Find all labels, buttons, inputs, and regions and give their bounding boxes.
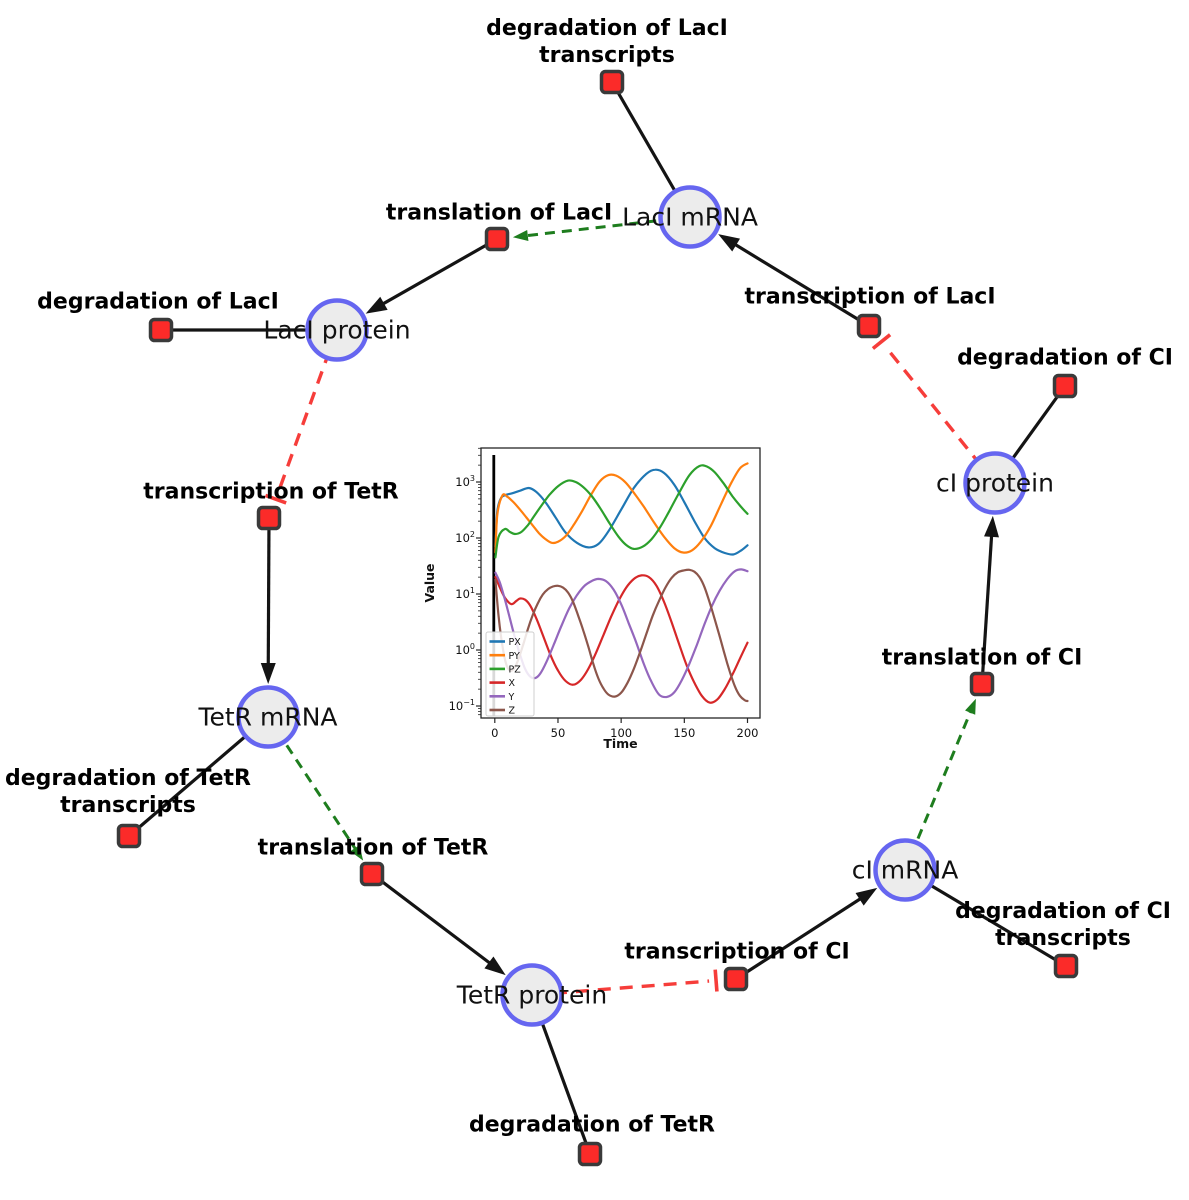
edge-translation-of-ci-ci-protein — [980, 515, 999, 685]
reaction-node-transcription-of-laci — [856, 313, 882, 339]
chart-ylabel: Value — [422, 563, 437, 602]
edge-ci-mrna-translation-of-ci — [903, 698, 976, 871]
species-node-laci-protein — [305, 298, 369, 362]
x-tick-label: 150 — [673, 726, 695, 740]
reaction-node-degradation-of-tetr-transcripts — [116, 823, 142, 849]
legend-label: PX — [509, 637, 522, 648]
timeseries-plot: 0 50 100 150 20010−1100101102103TimeValuePXP… — [422, 447, 761, 751]
x-tick-label: 200 — [737, 726, 759, 740]
legend-label: PZ — [509, 665, 522, 676]
nodes-layer — [116, 69, 1079, 1167]
chart-series-Z — [494, 568, 749, 703]
species-node-laci-mrna — [658, 185, 722, 249]
x-tick-label: 0 — [491, 726, 498, 740]
reaction-node-degradation-of-ci-transcripts — [1053, 953, 1079, 979]
species-node-tetr-mrna — [236, 685, 300, 749]
legend-label: PY — [509, 651, 521, 662]
reaction-node-degradation-of-laci-transcripts — [599, 69, 625, 95]
x-tick-label: 100 — [610, 726, 632, 740]
edge-transcription-of-ci-ci-mrna — [735, 887, 878, 981]
reaction-node-degradation-of-laci — [148, 317, 174, 343]
x-tick-label: 50 — [551, 726, 566, 740]
reaction-node-transcription-of-tetr — [256, 505, 282, 531]
edge-transcription-of-laci-laci-mrna — [718, 234, 870, 328]
legend-label: X — [509, 678, 516, 689]
y-tick-label: 103 — [455, 474, 475, 489]
chart-series-PZ — [494, 464, 749, 559]
reaction-node-transcription-of-ci — [723, 966, 749, 992]
edge-translation-of-laci-laci-protein — [365, 237, 498, 314]
chart-series-X — [494, 574, 749, 704]
y-tick-label: 10−1 — [449, 698, 475, 713]
reaction-node-degradation-of-tetr — [577, 1141, 603, 1167]
edge-translation-of-tetr-tetr-protein — [371, 872, 506, 976]
reaction-node-translation-of-laci — [484, 226, 510, 252]
chart-series-PY — [494, 462, 749, 554]
reaction-node-translation-of-ci — [969, 671, 995, 697]
chart-frame — [480, 447, 761, 719]
edge-transcription-of-tetr-tetr-mrna — [260, 517, 276, 685]
chart-legend: PX PY PZ XYZ — [485, 631, 535, 717]
chart-series-PX — [494, 468, 749, 556]
y-tick-label: 102 — [455, 530, 475, 545]
edge-laci-mrna-translation-of-laci — [512, 215, 691, 241]
species-node-tetr-protein — [500, 963, 564, 1027]
legend-label: Z — [509, 706, 516, 717]
legend-label: Y — [508, 692, 515, 703]
species-node-ci-mrna — [873, 838, 937, 902]
reaction-node-degradation-of-ci — [1052, 373, 1078, 399]
y-tick-label: 100 — [455, 642, 475, 657]
reaction-node-translation-of-tetr — [359, 861, 385, 887]
species-node-ci-protein — [963, 451, 1027, 515]
chart-xlabel: Time — [603, 736, 637, 751]
y-tick-label: 101 — [455, 586, 475, 601]
edge-tetr-mrna-translation-of-tetr — [266, 716, 364, 861]
